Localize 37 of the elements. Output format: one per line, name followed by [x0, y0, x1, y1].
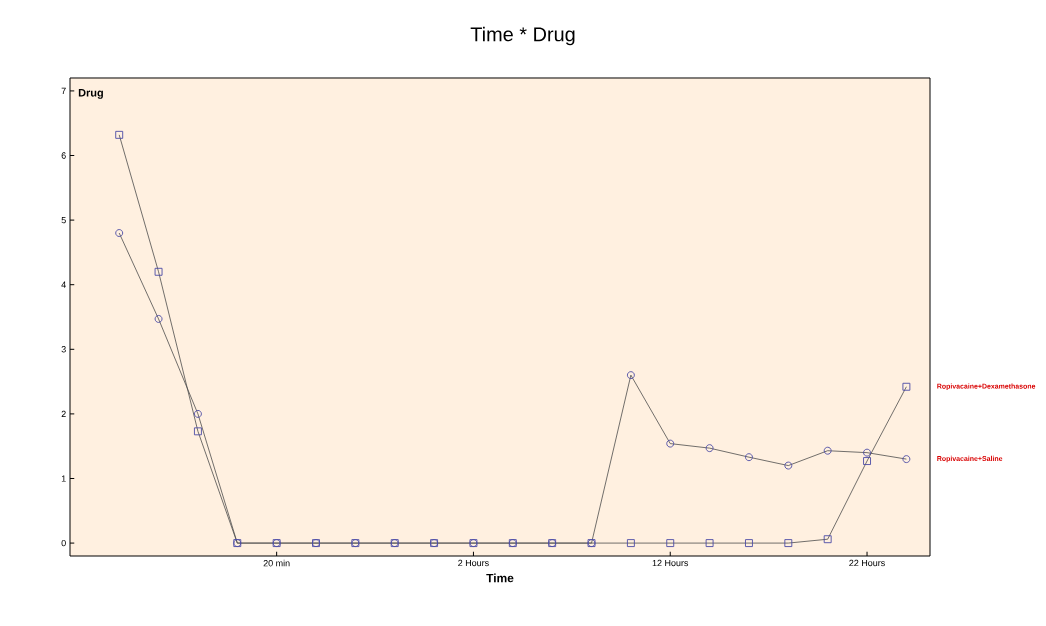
point [626, 371, 635, 380]
point [823, 446, 832, 455]
x-tick-label: 12 Hours [652, 559, 689, 567]
point [666, 539, 675, 548]
point [745, 539, 753, 548]
point [705, 539, 714, 548]
x-tick-label: 22 Hours [849, 559, 885, 567]
point [115, 229, 124, 237]
point [154, 267, 163, 276]
point [193, 409, 202, 418]
point [823, 535, 832, 544]
point [115, 130, 124, 139]
point [784, 461, 793, 470]
point [902, 382, 911, 391]
x-tick-label: 2 Hours [458, 559, 489, 567]
point [666, 439, 675, 448]
y-tick-label: 3 [61, 346, 66, 353]
point [784, 539, 793, 548]
x-tick-label: 20 min [263, 559, 290, 567]
point [863, 457, 871, 465]
point [626, 539, 635, 548]
y-tick-label: 7 [61, 87, 66, 94]
point [863, 448, 871, 457]
y-tick-label: 0 [61, 539, 66, 547]
y-tick-label: 6 [61, 152, 66, 159]
point [193, 427, 202, 436]
point [154, 315, 163, 323]
point [705, 444, 714, 453]
x-axis-title: Time [486, 573, 514, 583]
y-tick-label: 4 [61, 281, 66, 288]
y-tick-label: 1 [61, 475, 66, 482]
legend-title: Drug [78, 88, 103, 99]
chart-title: Time * Drug [470, 26, 575, 46]
y-tick-label: 2 [61, 410, 66, 418]
point [745, 453, 753, 462]
y-tick-label: 5 [61, 216, 66, 224]
point [902, 455, 911, 464]
